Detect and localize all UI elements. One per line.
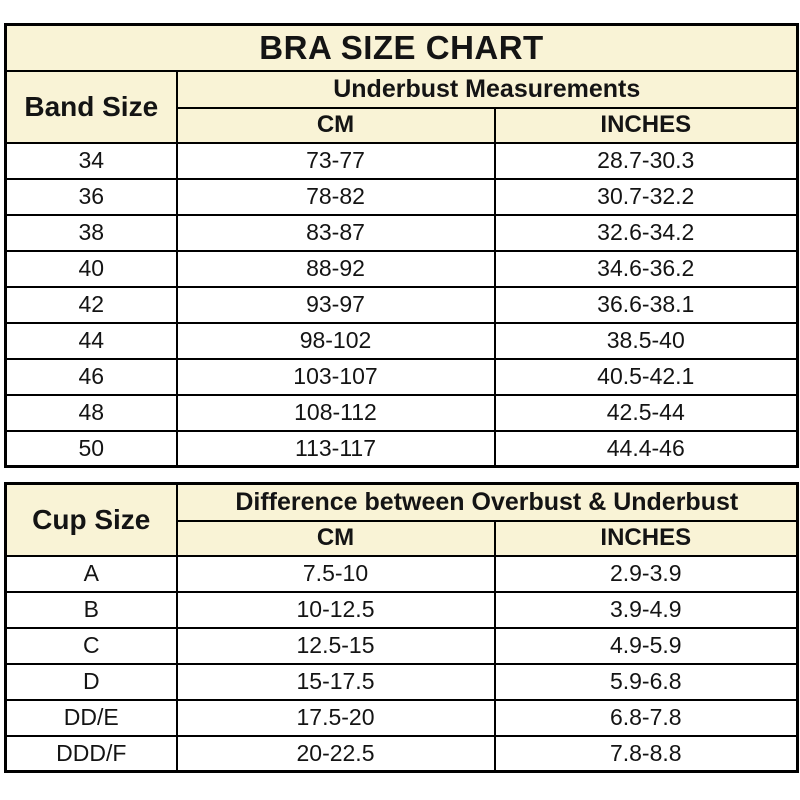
row-label-cell: 48 xyxy=(4,393,178,432)
value-cell: 38.5-40 xyxy=(493,321,799,360)
row-label-cell: DDD/F xyxy=(4,734,178,773)
bra-size-chart: BRA SIZE CHART Band Size Underbust Measu… xyxy=(4,23,800,773)
row-label-cell: 50 xyxy=(4,429,178,468)
value-cell: 42.5-44 xyxy=(493,393,799,432)
row-label-cell: 34 xyxy=(4,141,178,180)
value-cell: 40.5-42.1 xyxy=(493,357,799,396)
cup-size-header: Cup Size xyxy=(4,482,178,557)
table-row: 50 113-117 44.4-46 xyxy=(4,429,799,468)
inches-column-header: INCHES xyxy=(493,519,799,557)
value-cell: 44.4-46 xyxy=(493,429,799,468)
cup-size-rows: A 7.5-10 2.9-3.9 B 10-12.5 3.9-4.9 C 12.5-15 4.9… xyxy=(4,554,799,773)
table-row: 46 103-107 40.5-42.1 xyxy=(4,357,799,396)
row-label-cell: 36 xyxy=(4,177,178,216)
row-label-cell: DD/E xyxy=(4,698,178,737)
table-row: C 12.5-15 4.9-5.9 xyxy=(4,626,799,665)
table-row: 40 88-92 34.6-36.2 xyxy=(4,249,799,288)
cm-column-header: CM xyxy=(175,519,496,557)
value-cell: 2.9-3.9 xyxy=(493,554,799,593)
row-label-cell: 38 xyxy=(4,213,178,252)
column-header-row: CM INCHES xyxy=(6,106,799,144)
row-label-cell: A xyxy=(4,554,178,593)
underbust-measurements-header: Underbust Measurements xyxy=(175,69,799,109)
value-cell: 7.8-8.8 xyxy=(493,734,799,773)
value-cell: 20-22.5 xyxy=(175,734,496,773)
value-cell: 98-102 xyxy=(175,321,496,360)
row-label-cell: 40 xyxy=(4,249,178,288)
column-header-row: CM INCHES xyxy=(6,519,799,557)
value-cell: 3.9-4.9 xyxy=(493,590,799,629)
table-row: 48 108-112 42.5-44 xyxy=(4,393,799,432)
value-cell: 88-92 xyxy=(175,249,496,288)
value-cell: 34.6-36.2 xyxy=(493,249,799,288)
table-row: 44 98-102 38.5-40 xyxy=(4,321,799,360)
chart-title: BRA SIZE CHART xyxy=(4,23,799,72)
value-cell: 93-97 xyxy=(175,285,496,324)
group-header-row: Band Size Underbust Measurements xyxy=(4,69,799,144)
group-header-row: Cup Size Difference between Overbust & U… xyxy=(4,482,799,557)
value-cell: 10-12.5 xyxy=(175,590,496,629)
cm-column-header: CM xyxy=(175,106,496,144)
table-row: DDD/F 20-22.5 7.8-8.8 xyxy=(4,734,799,773)
value-cell: 15-17.5 xyxy=(175,662,496,701)
inches-column-header: INCHES xyxy=(493,106,799,144)
value-cell: 108-112 xyxy=(175,393,496,432)
row-label-cell: D xyxy=(4,662,178,701)
table-row: A 7.5-10 2.9-3.9 xyxy=(4,554,799,593)
row-label-cell: 46 xyxy=(4,357,178,396)
value-cell: 83-87 xyxy=(175,213,496,252)
value-cell: 5.9-6.8 xyxy=(493,662,799,701)
band-size-rows: 34 73-77 28.7-30.3 36 78-82 30.7-32.2 38 83-87 3… xyxy=(4,141,799,468)
title-row: BRA SIZE CHART xyxy=(4,23,799,72)
cup-size-table: Cup Size Difference between Overbust & U… xyxy=(4,482,800,773)
table-row: DD/E 17.5-20 6.8-7.8 xyxy=(4,698,799,737)
value-cell: 32.6-34.2 xyxy=(493,213,799,252)
value-cell: 78-82 xyxy=(175,177,496,216)
value-cell: 30.7-32.2 xyxy=(493,177,799,216)
table-row: 38 83-87 32.6-34.2 xyxy=(4,213,799,252)
table-row: D 15-17.5 5.9-6.8 xyxy=(4,662,799,701)
table-row: 36 78-82 30.7-32.2 xyxy=(4,177,799,216)
value-cell: 28.7-30.3 xyxy=(493,141,799,180)
band-size-table: BRA SIZE CHART Band Size Underbust Measu… xyxy=(4,23,800,468)
table-row: 34 73-77 28.7-30.3 xyxy=(4,141,799,180)
row-label-cell: B xyxy=(4,590,178,629)
table-row: 42 93-97 36.6-38.1 xyxy=(4,285,799,324)
difference-overbust-underbust-header: Difference between Overbust & Underbust xyxy=(175,482,799,522)
table-row: B 10-12.5 3.9-4.9 xyxy=(4,590,799,629)
value-cell: 7.5-10 xyxy=(175,554,496,593)
value-cell: 73-77 xyxy=(175,141,496,180)
value-cell: 113-117 xyxy=(175,429,496,468)
row-label-cell: C xyxy=(4,626,178,665)
row-label-cell: 42 xyxy=(4,285,178,324)
row-label-cell: 44 xyxy=(4,321,178,360)
value-cell: 36.6-38.1 xyxy=(493,285,799,324)
value-cell: 6.8-7.8 xyxy=(493,698,799,737)
value-cell: 4.9-5.9 xyxy=(493,626,799,665)
value-cell: 12.5-15 xyxy=(175,626,496,665)
band-size-header: Band Size xyxy=(4,69,178,144)
value-cell: 17.5-20 xyxy=(175,698,496,737)
value-cell: 103-107 xyxy=(175,357,496,396)
